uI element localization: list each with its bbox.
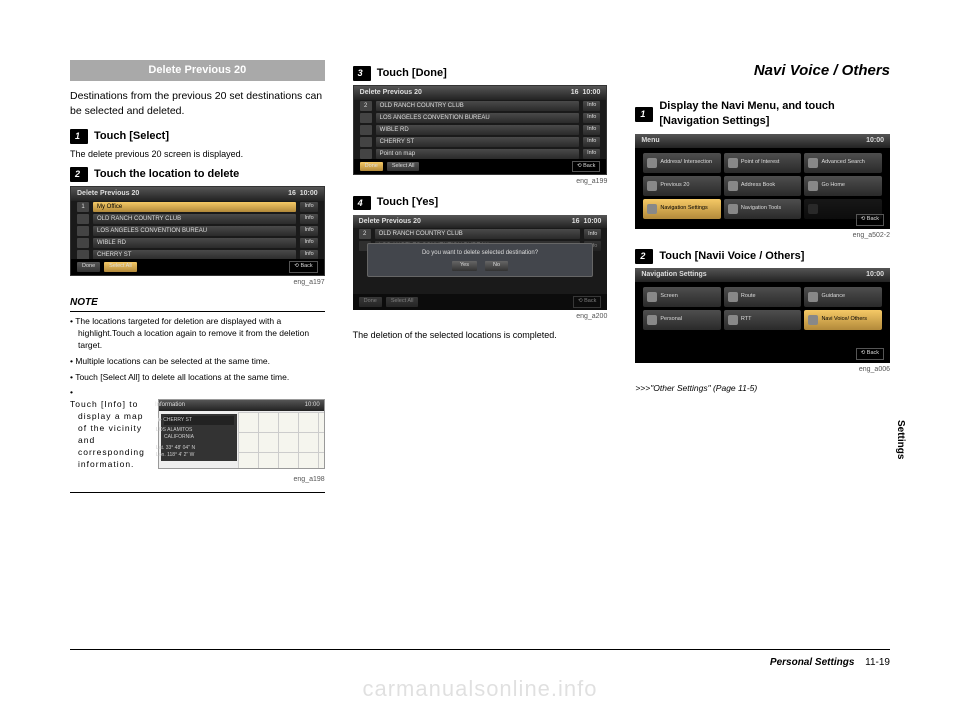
section-heading: Navi Voice / Others: [635, 60, 890, 81]
menu-tile[interactable]: Route: [724, 287, 802, 307]
back-button[interactable]: ⟲ Back: [572, 161, 600, 173]
note-text: Touch [Info] to display a map of the vic…: [78, 399, 152, 470]
caption: eng_a199: [353, 177, 608, 187]
screenshot-navi-menu: Menu10:00 Address/ IntersectionPoint of …: [635, 134, 890, 229]
menu-tile[interactable]: Go Home: [804, 176, 882, 196]
menu-tile[interactable]: Address Book: [724, 176, 802, 196]
menu-tile[interactable]: RTT: [724, 310, 802, 330]
step-number: 3: [353, 66, 371, 81]
done-button[interactable]: Done: [360, 162, 383, 172]
column-2: 3 Touch [Done] Delete Previous 20 16 10:…: [353, 60, 608, 493]
column-3: Navi Voice / Others 1 Display the Navi M…: [635, 60, 890, 493]
menu-tile[interactable]: Previous 20: [643, 176, 721, 196]
note-header: NOTE: [70, 296, 325, 312]
caption: eng_a200: [353, 312, 608, 322]
step-number: 2: [635, 249, 653, 264]
step-label: Touch [Yes]: [377, 195, 439, 210]
watermark: carmanualsonline.info: [0, 676, 960, 702]
dialog-text: Do you want to delete selected destinati…: [373, 249, 588, 257]
step-1: 1 Display the Navi Menu, and touch [Navi…: [635, 99, 890, 130]
step-label: Touch [Select]: [94, 129, 169, 144]
screenshot-delete-list: Delete Previous 20 16 10:00 1My OfficeIn…: [70, 186, 325, 276]
step-label: Touch [Navii Voice / Others]: [659, 249, 804, 264]
select-all-button[interactable]: Select All: [387, 162, 420, 172]
step-label: Display the Navi Menu, and touch [Naviga…: [659, 99, 890, 130]
result-text: The deletion of the selected locations i…: [353, 329, 608, 342]
footer-rule: [70, 649, 890, 650]
back-button[interactable]: ⟲ Back: [856, 348, 884, 360]
menu-tile[interactable]: Guidance: [804, 287, 882, 307]
back-button[interactable]: ⟲ Back: [289, 261, 317, 273]
shot-title: Delete Previous 20: [77, 189, 139, 199]
step-number: 1: [635, 107, 653, 122]
menu-tile[interactable]: Address/ Intersection: [643, 153, 721, 173]
no-button[interactable]: No: [485, 261, 508, 271]
step-label: Touch the location to delete: [94, 167, 239, 182]
screenshot-confirm: Delete Previous 20 16 10:00 2OLD RANCH C…: [353, 215, 608, 310]
footer-section: Personal Settings: [770, 657, 854, 668]
step-1: 1 Touch [Select]: [70, 129, 325, 144]
caption: eng_a502-2: [635, 231, 890, 241]
note-item: The locations targeted for deletion are …: [70, 316, 325, 352]
note-list: The locations targeted for deletion are …: [70, 316, 325, 471]
step-number: 2: [70, 167, 88, 182]
screenshot-map-info: Information10:00 ▶ CHERRY ST LOS ALAMITO…: [158, 399, 325, 469]
side-tab: Settings: [895, 420, 906, 459]
menu-tile[interactable]: Navigation Settings: [643, 199, 721, 219]
section-title: Delete Previous 20: [70, 60, 325, 81]
caption: eng_a197: [70, 278, 325, 288]
caption: eng_a006: [635, 365, 890, 375]
menu-tile[interactable]: Screen: [643, 287, 721, 307]
note-item: Touch [Info] to display a map of the vic…: [70, 387, 325, 470]
yes-button[interactable]: Yes: [452, 261, 477, 271]
step-number: 1: [70, 129, 88, 144]
menu-tile[interactable]: Navigation Tools: [724, 199, 802, 219]
back-button[interactable]: ⟲ Back: [856, 214, 884, 226]
footer-page: 11-19: [865, 657, 890, 668]
step-2: 2 Touch the location to delete: [70, 167, 325, 182]
select-all-button[interactable]: Select All: [104, 262, 137, 272]
menu-tile[interactable]: Personal: [643, 310, 721, 330]
step-subtext: The delete previous 20 screen is display…: [70, 148, 325, 161]
screenshot-done: Delete Previous 20 16 10:00 2OLD RANCH C…: [353, 85, 608, 175]
cross-reference: >>>"Other Settings" (Page 11-5): [635, 383, 890, 395]
screenshot-nav-settings: Navigation Settings10:00 ScreenRouteGuid…: [635, 268, 890, 363]
menu-tile[interactable]: Advanced Search: [804, 153, 882, 173]
step-3: 3 Touch [Done]: [353, 66, 608, 81]
footer: Personal Settings 11-19: [770, 657, 890, 668]
note-item: Touch [Select All] to delete all locatio…: [70, 372, 325, 384]
column-1: Delete Previous 20 Destinations from the…: [70, 60, 325, 493]
note-item: Multiple locations can be selected at th…: [70, 356, 325, 368]
step-label: Touch [Done]: [377, 66, 447, 81]
menu-tile[interactable]: Navi Voice/ Others: [804, 310, 882, 330]
step-4: 4 Touch [Yes]: [353, 195, 608, 210]
caption: eng_a198: [70, 475, 325, 485]
menu-tile[interactable]: Point of Interest: [724, 153, 802, 173]
step-number: 4: [353, 196, 371, 211]
done-button[interactable]: Done: [77, 262, 100, 272]
intro-text: Destinations from the previous 20 set de…: [70, 89, 325, 118]
step-2: 2 Touch [Navii Voice / Others]: [635, 249, 890, 264]
